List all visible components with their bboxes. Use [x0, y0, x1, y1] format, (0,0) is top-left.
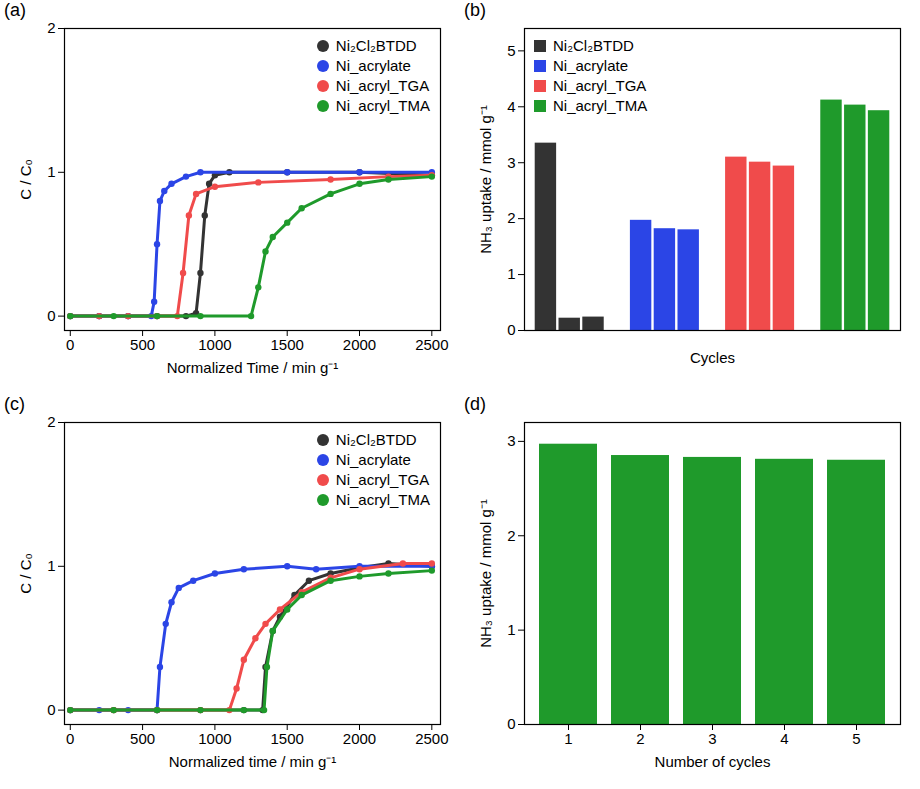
- svg-text:Cycles: Cycles: [690, 349, 735, 366]
- html-text:Ni_acryl_TMA: Ni_acryl_TMA: [335, 491, 430, 508]
- svg-text:NH₃ uptake / mmol g⁻¹: NH₃ uptake / mmol g⁻¹: [477, 105, 494, 254]
- svg-text:4: 4: [780, 730, 788, 747]
- svg-text:2: 2: [47, 19, 55, 36]
- svg-text:1500: 1500: [271, 336, 304, 353]
- svg-text:2: 2: [47, 413, 55, 430]
- svg-text:0: 0: [507, 715, 515, 732]
- html-text:Ni_acryl_TGA: Ni_acryl_TGA: [335, 471, 430, 488]
- svg-text:Number of cycles: Number of cycles: [655, 753, 771, 770]
- svg-text:Normalized time / min g⁻¹: Normalized time / min g⁻¹: [169, 753, 337, 770]
- svg-text:0: 0: [66, 336, 74, 353]
- html-text:Ni_acryl_TGA: Ni_acryl_TGA: [335, 77, 430, 94]
- svg-text:500: 500: [130, 336, 155, 353]
- svg-text:0: 0: [47, 307, 55, 324]
- svg-text:2: 2: [507, 527, 515, 544]
- svg-text:500: 500: [130, 730, 155, 747]
- svg-text:2000: 2000: [343, 336, 376, 353]
- svg-text:1: 1: [564, 730, 572, 747]
- svg-text:5: 5: [852, 730, 860, 747]
- html-text:(c): (c): [4, 394, 25, 414]
- svg-text:Normalized Time / min g⁻¹: Normalized Time / min g⁻¹: [167, 359, 339, 376]
- html-text:Ni_acryl_TMA: Ni_acryl_TMA: [553, 97, 648, 114]
- svg-text:C / C₀: C / C₀: [17, 553, 34, 593]
- svg-text:2500: 2500: [415, 730, 448, 747]
- svg-text:0: 0: [507, 321, 515, 338]
- svg-text:5: 5: [507, 42, 515, 59]
- svg-text:0: 0: [66, 730, 74, 747]
- svg-text:1: 1: [47, 163, 55, 180]
- svg-text:2: 2: [636, 730, 644, 747]
- html-text:(d): (d): [464, 394, 486, 414]
- svg-text:1500: 1500: [271, 730, 304, 747]
- svg-text:NH₃ uptake / mmol g⁻¹: NH₃ uptake / mmol g⁻¹: [477, 499, 494, 648]
- html-text:Ni_acrylate: Ni_acrylate: [553, 57, 628, 74]
- html-text:Ni₂Cl₂BTDD: Ni₂Cl₂BTDD: [335, 37, 417, 54]
- svg-text:3: 3: [507, 432, 515, 449]
- svg-text:4: 4: [507, 98, 515, 115]
- html-text:Ni₂Cl₂BTDD: Ni₂Cl₂BTDD: [335, 431, 417, 448]
- svg-text:1: 1: [47, 557, 55, 574]
- html-text:Ni_acryl_TGA: Ni_acryl_TGA: [553, 77, 647, 94]
- svg-text:2000: 2000: [343, 730, 376, 747]
- html-text:Ni_acrylate: Ni_acrylate: [335, 451, 411, 468]
- svg-text:3: 3: [507, 154, 515, 171]
- html-text:Ni_acrylate: Ni_acrylate: [335, 57, 411, 74]
- html-text:Ni_acryl_TMA: Ni_acryl_TMA: [335, 97, 430, 114]
- svg-text:1: 1: [507, 621, 515, 638]
- html-text:Ni₂Cl₂BTDD: Ni₂Cl₂BTDD: [553, 37, 634, 54]
- html-text:(a): (a): [4, 0, 26, 20]
- svg-text:1: 1: [507, 265, 515, 282]
- svg-text:3: 3: [708, 730, 716, 747]
- svg-text:1000: 1000: [198, 336, 231, 353]
- svg-text:C / C₀: C / C₀: [17, 159, 34, 199]
- svg-text:2500: 2500: [415, 336, 448, 353]
- svg-text:2: 2: [507, 209, 515, 226]
- svg-text:1000: 1000: [198, 730, 231, 747]
- svg-text:0: 0: [47, 701, 55, 718]
- html-text:(b): (b): [464, 0, 486, 20]
